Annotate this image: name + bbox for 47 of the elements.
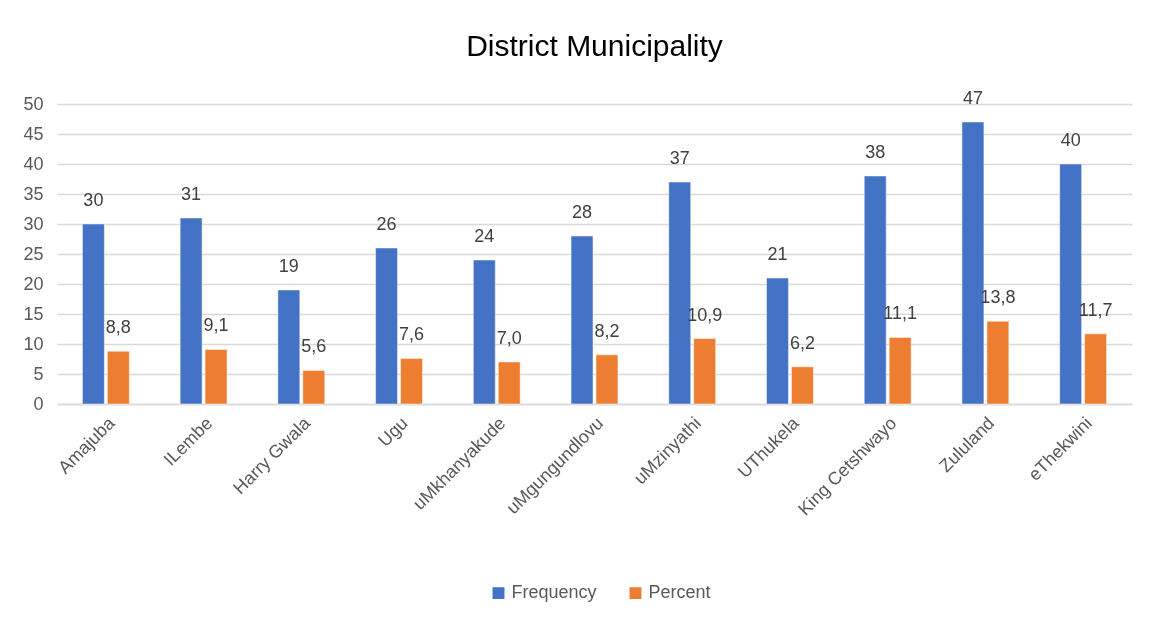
data-label: 5,6 [301,336,327,357]
y-tick-label: 5 [33,363,44,384]
bar [400,358,423,405]
bar [302,370,326,405]
data-label: 7,0 [496,328,522,348]
data-label: 37 [669,148,690,168]
x-tick-label: Ugu [374,413,412,451]
y-tick-label: 40 [23,153,44,174]
y-tick-label: 45 [23,123,44,144]
y-tick-label: 20 [23,273,44,294]
bar [82,223,105,405]
bar [888,337,912,405]
data-label: 26 [376,214,397,234]
data-label: 38 [865,142,886,162]
data-label: 8,8 [105,317,131,338]
y-tick-label: 25 [23,243,44,264]
y-tick-label: 30 [23,213,44,234]
data-label: 8,2 [594,320,620,341]
bar [693,338,716,405]
data-label: 7,6 [399,324,425,345]
data-label: 31 [181,184,202,204]
data-label: 6,2 [789,332,815,353]
bar [473,259,496,405]
y-tick-label: 15 [23,303,44,324]
data-label: 40 [1060,130,1081,150]
data-label: 24 [474,226,495,246]
bar [1059,163,1082,405]
y-tick-label: 10 [23,333,44,354]
bar [498,361,521,405]
data-label: 9,1 [203,315,229,336]
y-tick-label: 35 [23,183,44,204]
bar [277,289,301,405]
legend-label: Frequency [511,582,597,603]
bar [375,247,398,405]
y-tick-label: 0 [33,393,44,414]
data-label: 19 [278,256,299,276]
data-label: 21 [767,244,788,264]
bar [107,350,130,405]
data-label: 28 [572,202,593,222]
bar [766,277,789,405]
bar [1084,333,1107,405]
bar [791,366,814,405]
chart-title: District Municipality [466,29,723,62]
data-label: 30 [83,190,104,210]
y-tick-label: 50 [23,93,44,114]
data-label: 47 [962,88,983,108]
legend-label: Percent [648,582,711,603]
